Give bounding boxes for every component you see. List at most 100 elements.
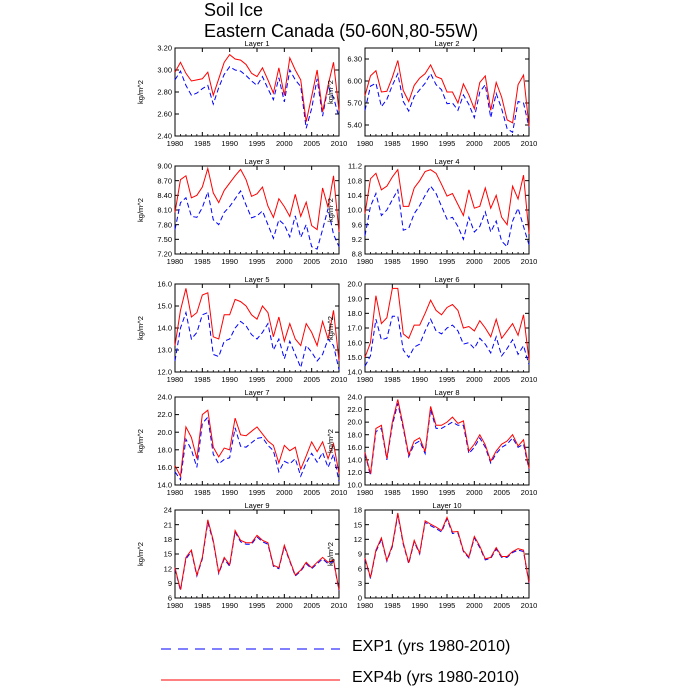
layer-3-ytick-label: 7.20	[157, 250, 172, 259]
layer-7-ylabel: kg/m^2	[136, 429, 145, 453]
layer-4-ytick-label: 10.0	[347, 206, 362, 215]
layer-5-ytick-label: 15.0	[157, 302, 172, 311]
layer-7-xtick-label: 1980	[167, 488, 184, 497]
layer-1-ytick-label: 2.80	[157, 88, 172, 97]
layer-4-xtick-label: 2000	[466, 257, 483, 266]
layer-9-xtick-label: 1990	[221, 601, 238, 610]
layer-7-xtick-label: 1995	[249, 488, 266, 497]
layer-6-ytick-label: 16.0	[347, 338, 362, 347]
layer-2-ytick-label: 6.00	[347, 77, 362, 86]
layer-2-title: Layer 2	[434, 39, 459, 48]
layer-8-ylabel: kg/m^2	[326, 429, 335, 453]
layer-2-panel: Layer 2 kg/m^2 1980 1985 1990 1995 2000 2005 201…	[326, 39, 537, 148]
layer-10-xtick-label: 2000	[466, 601, 483, 610]
layer-5-ytick-label: 13.0	[157, 346, 172, 355]
layer-4-panel: Layer 4 kg/m^2 1980 1985 1990 1995 2000 2005 201…	[326, 157, 537, 266]
figure-subtitle: Eastern Canada (50-60N,80-55W)	[204, 21, 479, 41]
layer-4-xtick-label: 1995	[439, 257, 456, 266]
layer-5-xtick-label: 2005	[303, 375, 320, 384]
layer-8-ytick-label: 16.0	[347, 443, 362, 452]
layer-10-xtick-label: 1995	[439, 601, 456, 610]
layer-1-xtick-label: 2000	[276, 139, 293, 148]
legend-label-exp4b: EXP4b (yrs 1980-2010)	[352, 669, 520, 686]
layer-7-series-exp1	[174, 416, 340, 482]
layer-9-xtick-label: 2010	[331, 601, 348, 610]
layer-7-xtick-label: 1985	[194, 488, 211, 497]
layer-8-series-exp4b	[364, 399, 530, 474]
layer-4-ylabel: kg/m^2	[326, 198, 335, 222]
layer-4-xtick-label: 2010	[521, 257, 538, 266]
layer-6-ylabel: kg/m^2	[326, 316, 335, 340]
layer-8-ytick-label: 18.0	[347, 430, 362, 439]
layer-9-xtick-label: 1980	[167, 601, 184, 610]
layer-7-xtick-label: 2000	[276, 488, 293, 497]
layer-8-ytick-label: 24.0	[347, 393, 362, 402]
layer-4-xtick-label: 1980	[357, 257, 374, 266]
layer-4-ytick-label: 9.6	[352, 220, 362, 229]
layer-9-series-exp4b	[174, 519, 340, 591]
layer-4-series-exp1	[364, 185, 530, 248]
layer-2-xtick-label: 1990	[411, 139, 428, 148]
layer-5-xtick-label: 2010	[331, 375, 348, 384]
layer-7-xtick-label: 2010	[331, 488, 348, 497]
layer-9-ytick-label: 12	[164, 564, 172, 573]
layer-8-xtick-label: 1985	[384, 488, 401, 497]
figure-title: Soil Ice	[204, 0, 264, 20]
layer-1-series-exp4b	[174, 53, 340, 122]
layer-8-xtick-label: 2010	[521, 488, 538, 497]
layer-4-ytick-label: 8.8	[352, 250, 362, 259]
layer-1-ytick-label: 2.60	[157, 110, 172, 119]
layer-8-xtick-label: 1980	[357, 488, 374, 497]
layer-7-title: Layer 7	[244, 388, 269, 397]
layer-2-xtick-label: 2000	[466, 139, 483, 148]
layer-10-xtick-label: 1990	[411, 601, 428, 610]
layer-2-series-exp4b	[364, 60, 530, 127]
layer-7-ytick-label: 22.0	[157, 410, 172, 419]
layer-1-xtick-label: 1990	[221, 139, 238, 148]
layer-6-series-exp4b	[364, 287, 530, 361]
layer-7-ytick-label: 16.0	[157, 463, 172, 472]
layer-3-ytick-label: 9.00	[157, 162, 172, 171]
layer-6-ytick-label: 15.0	[347, 353, 362, 362]
layer-4-xtick-label: 2005	[493, 257, 510, 266]
layer-9-xtick-label: 2005	[303, 601, 320, 610]
layer-1-xtick-label: 2010	[331, 139, 348, 148]
layer-10-xtick-label: 2005	[493, 601, 510, 610]
layer-3-xtick-label: 2005	[303, 257, 320, 266]
layer-6-xtick-label: 1980	[357, 375, 374, 384]
layer-3-series-exp1	[174, 189, 340, 250]
layer-5-title: Layer 5	[244, 275, 269, 284]
layer-7-panel: Layer 7 kg/m^2 1980 1985 1990 1995 2000 2005 201…	[136, 388, 347, 497]
layer-9-ytick-label: 9	[168, 579, 172, 588]
layer-8-panel: Layer 8 kg/m^2 1980 1985 1990 1995 2000 2005 201…	[326, 388, 537, 497]
layer-7-series-exp4b	[174, 409, 340, 478]
layer-2-xtick-label: 2005	[493, 139, 510, 148]
layer-5-panel: Layer 5 kg/m^2 1980 1985 1990 1995 2000 2005 201…	[136, 275, 347, 384]
layer-6-series-exp1	[364, 315, 530, 367]
layer-6-panel: Layer 6 kg/m^2 1980 1985 1990 1995 2000 2005 201…	[326, 275, 537, 384]
layer-3-xtick-label: 1990	[221, 257, 238, 266]
layer-9-ylabel: kg/m^2	[136, 542, 145, 566]
layer-9-ytick-label: 6	[168, 594, 172, 603]
layer-6-ytick-label: 17.0	[347, 324, 362, 333]
layer-8-ytick-label: 12.0	[347, 468, 362, 477]
layer-9-title: Layer 9	[244, 501, 269, 510]
layer-8-xtick-label: 1995	[439, 488, 456, 497]
layer-10-ytick-label: 0	[358, 594, 362, 603]
layer-6-ytick-label: 18.0	[347, 309, 362, 318]
layer-2-ylabel: kg/m^2	[326, 80, 335, 104]
layer-4-ytick-label: 11.2	[348, 162, 362, 171]
layer-3-ytick-label: 8.70	[157, 176, 172, 185]
layer-1-panel: Layer 1 kg/m^2 1980 1985 1990 1995 2000 2005 201…	[136, 39, 347, 148]
layer-7-ytick-label: 18.0	[157, 445, 172, 454]
layer-10-ytick-label: 12	[354, 535, 362, 544]
layer-7-xtick-label: 1990	[221, 488, 238, 497]
layer-4-xtick-label: 1985	[384, 257, 401, 266]
layer-9-xtick-label: 1985	[194, 601, 211, 610]
layer-4-series-exp4b	[364, 168, 530, 234]
layer-5-ylabel: kg/m^2	[136, 316, 145, 340]
layer-3-series-exp4b	[174, 166, 340, 233]
layer-1-xtick-label: 1980	[167, 139, 184, 148]
layer-1-xtick-label: 1985	[194, 139, 211, 148]
layer-2-ytick-label: 6.30	[347, 55, 362, 64]
